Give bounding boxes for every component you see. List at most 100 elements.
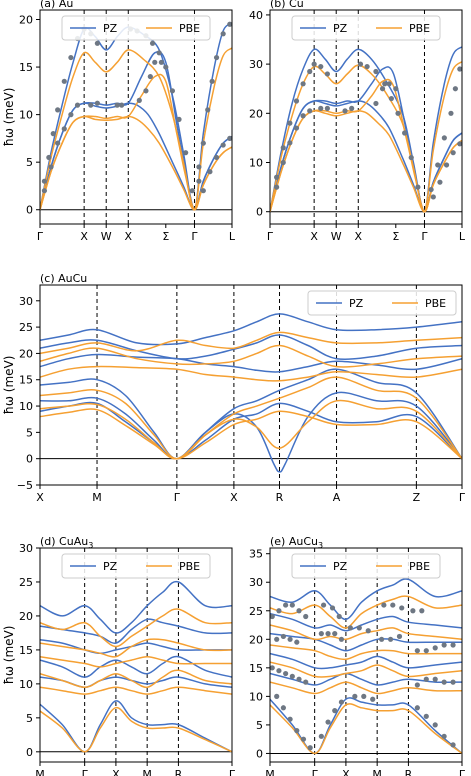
legend: PZ PBE <box>291 15 441 41</box>
x-tick-label: Γ <box>174 491 181 504</box>
y-tick-label: 10 <box>249 157 263 170</box>
experimental-point <box>415 184 421 190</box>
band-pbe-2 <box>40 638 232 658</box>
experimental-point <box>88 102 94 108</box>
x-tick-label: Γ <box>37 230 44 243</box>
x-tick-label: Σ <box>162 230 169 243</box>
x-tick-label: L <box>229 230 236 243</box>
y-tick-label: 40 <box>249 9 263 22</box>
y-tick-label: 35 <box>249 548 263 561</box>
legend-label-pz: PZ <box>349 297 364 310</box>
experimental-point <box>388 95 394 102</box>
experimental-point <box>396 633 403 640</box>
band-pbe-1 <box>40 608 232 648</box>
experimental-point <box>207 169 213 175</box>
y-tick-label: 10 <box>19 109 33 122</box>
experimental-point <box>414 682 420 688</box>
panel-2: 0 10 20 30 40 Γ X W X Σ Γ L (b) Cu PZ PBE <box>249 0 466 243</box>
experimental-point <box>270 665 275 671</box>
experimental-point <box>357 61 364 67</box>
band-pz-3 <box>40 353 462 373</box>
band-pbe-4 <box>40 669 232 689</box>
experimental-point <box>395 110 401 116</box>
legend: PZ PBE <box>291 553 441 579</box>
band-pbe-5 <box>40 686 232 695</box>
experimental-point <box>270 613 275 620</box>
y-tick-label: 25 <box>249 605 263 618</box>
experimental-point <box>136 97 142 103</box>
experimental-point <box>457 141 462 147</box>
experimental-point <box>452 86 458 92</box>
experimental-point <box>349 105 355 111</box>
experimental-point <box>324 71 330 77</box>
x-tick-label: X <box>310 230 318 243</box>
experimental-point <box>220 31 226 37</box>
x-tick-label: Γ <box>82 768 89 776</box>
experimental-point <box>342 108 348 114</box>
x-tick-label: W <box>101 230 112 243</box>
experimental-point <box>428 186 434 193</box>
experimental-point <box>46 154 52 161</box>
experimental-point <box>318 631 324 637</box>
experimental-point <box>227 21 232 27</box>
experimental-point <box>365 628 371 634</box>
experimental-point <box>329 605 336 611</box>
experimental-point <box>114 102 120 108</box>
panel-1: 0 5 10 15 20 Γ X W X Σ Γ L (a) Au ħω (meV) PZ PBE <box>2 0 236 243</box>
experimental-point <box>287 716 293 722</box>
x-tick-label: R <box>175 768 183 776</box>
legend: PZ PBE <box>61 15 211 41</box>
experimental-point <box>300 81 306 87</box>
experimental-point <box>280 159 286 166</box>
experimental-point <box>293 98 300 104</box>
x-tick-label: X <box>36 491 44 504</box>
experimental-point <box>450 679 456 685</box>
experimental-point <box>387 636 394 642</box>
experimental-point <box>196 164 202 170</box>
legend-label-pz: PZ <box>333 22 348 35</box>
experimental-point <box>390 602 396 608</box>
experimental-point <box>430 194 436 200</box>
y-tick-label: 0 <box>26 453 33 466</box>
experimental-point <box>205 107 211 113</box>
y-tick-label: 5 <box>26 712 33 725</box>
experimental-point <box>318 63 324 70</box>
band-pz-6 <box>40 401 462 460</box>
experimental-point <box>289 602 295 608</box>
experimental-point <box>74 102 81 108</box>
y-tick-label: 25 <box>19 576 33 589</box>
band-pbe-6 <box>40 706 232 753</box>
experimental-point <box>61 126 67 132</box>
y-tick-label: 20 <box>19 347 33 360</box>
x-tick-label: Γ <box>459 491 466 504</box>
band-pbe-4 <box>40 376 462 460</box>
band-pz-3 <box>270 100 462 213</box>
x-tick-label: M <box>35 768 45 776</box>
experimental-point <box>156 50 162 56</box>
band-pz-3 <box>40 102 232 211</box>
legend-label-pbe: PBE <box>425 297 446 310</box>
experimental-point <box>399 605 405 611</box>
band-pz-2 <box>40 334 462 360</box>
experimental-point <box>408 154 414 161</box>
experimental-point <box>287 120 293 126</box>
band-pz-3 <box>40 638 232 655</box>
legend-box <box>61 15 211 41</box>
x-tick-label: W <box>331 230 342 243</box>
legend-label-pbe: PBE <box>409 22 430 35</box>
experimental-point <box>294 639 300 645</box>
band-pbe-2 <box>270 624 462 641</box>
experimental-point <box>423 713 429 719</box>
y-tick-label: 30 <box>19 295 33 308</box>
y-tick-label: 20 <box>249 107 263 120</box>
experimental-point <box>274 184 280 190</box>
experimental-point <box>287 140 293 146</box>
legend-box <box>291 15 441 41</box>
experimental-point <box>55 140 61 146</box>
band-pz-1 <box>270 578 462 621</box>
x-tick-label: M <box>265 768 275 776</box>
experimental-point <box>303 613 309 620</box>
band-pbe-3 <box>40 365 462 382</box>
x-tick-label: A <box>333 491 341 504</box>
y-tick-label: 5 <box>256 719 263 732</box>
